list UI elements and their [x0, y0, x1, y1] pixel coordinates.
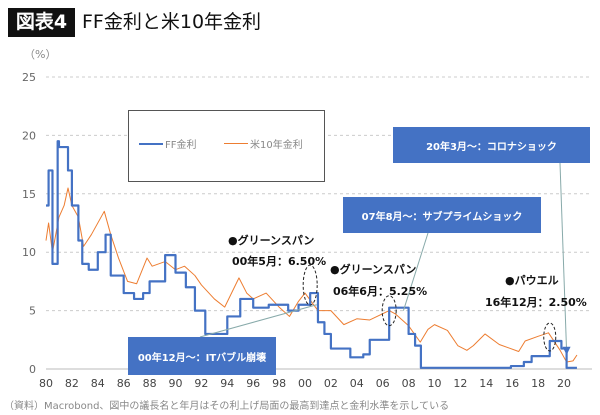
pointer-subprime [402, 232, 429, 311]
y-axis-unit: （%） [24, 48, 57, 61]
x-tick-label: 04 [350, 377, 364, 390]
legend-label-10y: 米10年金利 [250, 140, 303, 151]
arrow-head-icon [562, 346, 571, 355]
x-tick-label: 12 [453, 377, 467, 390]
x-tick-label: 20 [557, 377, 571, 390]
y-tick-label: 20 [22, 129, 36, 142]
annotation-subprime: 07年8月～：サブプライムショック [343, 197, 541, 233]
source-note: （資料）Macrobond、図中の議長名と年月はその利上げ局面の最高到達点と金利… [4, 401, 450, 412]
y-tick-label: 25 [22, 71, 36, 84]
chart-title: FF金利と米10年金利 [82, 11, 262, 33]
x-tick-label: 16 [505, 377, 519, 390]
x-tick-label: 18 [531, 377, 545, 390]
x-tick-label: 02 [324, 377, 338, 390]
greenspan-label-1: ●グリーンスパン [228, 234, 315, 247]
x-tick-label: 92 [194, 377, 208, 390]
x-tick-label: 98 [272, 377, 286, 390]
legend: FF金利 米10年金利 [128, 110, 325, 182]
x-tick-label: 00 [298, 377, 312, 390]
greenspan-rate-1: 00年5月：6.50% [232, 255, 327, 268]
powell-label: ●パウエル [505, 274, 559, 287]
x-tick-label: 10 [428, 377, 442, 390]
x-tick-label: 96 [246, 377, 260, 390]
series-line-10y [45, 187, 578, 363]
legend-swatch-ff [139, 142, 163, 145]
annotation-it-bubble: 00年12月～：ITバブル崩壊 [128, 337, 276, 375]
series-line-ff [46, 140, 577, 369]
x-tick-label: 86 [117, 377, 131, 390]
x-tick-label: 82 [65, 377, 79, 390]
x-tick-label: 06 [376, 377, 390, 390]
x-tick-label: 90 [169, 377, 183, 390]
x-tick-label: 08 [402, 377, 416, 390]
greenspan-label-2: ●グリーンスパン [330, 263, 417, 276]
x-tick-label: 80 [39, 377, 53, 390]
figure-badge: 図表4 [8, 8, 75, 37]
y-tick-label: 5 [29, 305, 36, 318]
highlight-ellipse-2006 [381, 295, 397, 327]
legend-label-ff: FF金利 [165, 140, 197, 151]
y-tick-label: 10 [22, 246, 36, 259]
legend-item-ff: FF金利 [139, 136, 197, 151]
x-tick-label: 14 [479, 377, 493, 390]
x-tick-label: 88 [143, 377, 157, 390]
y-tick-label: 15 [22, 188, 36, 201]
pointer-it-bubble [199, 304, 317, 338]
legend-swatch-10y [224, 143, 248, 144]
x-tick-label: 84 [91, 377, 105, 390]
x-tick-label: 94 [220, 377, 234, 390]
greenspan-rate-2: 06年6月：5.25% [333, 285, 428, 298]
highlight-ellipse-2000 [302, 264, 318, 306]
y-tick-label: 0 [29, 363, 36, 376]
highlight-ellipse-2018 [543, 322, 557, 352]
annotation-corona: 20年3月～：コロナショック [393, 127, 590, 163]
legend-item-10y: 米10年金利 [224, 136, 303, 151]
powell-rate: 16年12月：2.50% [485, 296, 587, 309]
pointer-corona [559, 162, 568, 352]
